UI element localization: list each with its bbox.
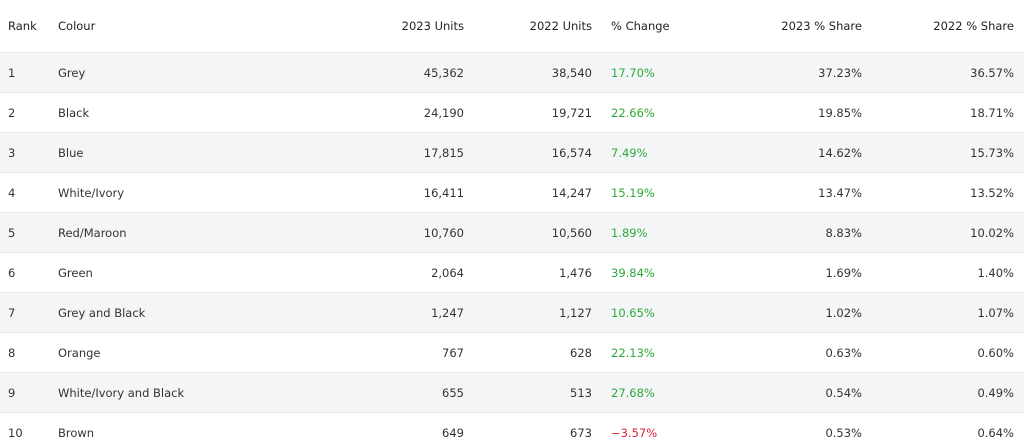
table-cell: Blue xyxy=(58,132,288,173)
table-cell: 10,760 xyxy=(288,212,464,253)
table-cell: 45,362 xyxy=(288,52,464,93)
table-cell: 767 xyxy=(288,332,464,373)
column-header: % Change xyxy=(611,19,670,33)
table-cell: 0.49% xyxy=(862,372,1024,413)
table-cell: 10 xyxy=(0,412,58,442)
table-row: 10 Brown 649 673 −3.57% 0.53% 0.64% xyxy=(0,412,1024,442)
column-header: 2022 % Share xyxy=(933,19,1014,33)
table-cell: 3 xyxy=(0,132,58,173)
table-row: 8 Orange 767 628 22.13% 0.63% 0.60% xyxy=(0,332,1024,373)
table-cell: Grey and Black xyxy=(58,292,288,333)
table-cell: 1.07% xyxy=(862,292,1024,333)
column-header: 2022 Units xyxy=(529,19,592,33)
table-cell: 22.13% xyxy=(592,332,702,373)
table-cell: 38,540 xyxy=(464,52,592,93)
table-cell: 1.89% xyxy=(592,212,702,253)
table-cell: 673 xyxy=(464,412,592,442)
column-header: Colour xyxy=(58,19,96,33)
table-cell: Brown xyxy=(58,412,288,442)
table-cell: 17.70% xyxy=(592,52,702,93)
table-cell: 8.83% xyxy=(702,212,862,253)
table-cell: Red/Maroon xyxy=(58,212,288,253)
table-cell: 10.65% xyxy=(592,292,702,333)
table-cell: 7.49% xyxy=(592,132,702,173)
table-cell: 10,560 xyxy=(464,212,592,253)
table-cell: 15.19% xyxy=(592,172,702,213)
table-cell: 2 xyxy=(0,92,58,133)
table-cell: 5 xyxy=(0,212,58,253)
table-cell: 6 xyxy=(0,252,58,293)
table-cell: 24,190 xyxy=(288,92,464,133)
table-cell: 14.62% xyxy=(702,132,862,173)
table-cell: White/Ivory and Black xyxy=(58,372,288,413)
table-cell: 13.52% xyxy=(862,172,1024,213)
table-cell: White/Ivory xyxy=(58,172,288,213)
table-row: 6 Green 2,064 1,476 39.84% 1.69% 1.40% xyxy=(0,252,1024,293)
table-cell: 0.54% xyxy=(702,372,862,413)
table-cell: 19,721 xyxy=(464,92,592,133)
table-cell: 37.23% xyxy=(702,52,862,93)
table-cell: 1 xyxy=(0,52,58,93)
table-cell: 9 xyxy=(0,372,58,413)
table-cell: −3.57% xyxy=(592,412,702,442)
table-row: 5 Red/Maroon 10,760 10,560 1.89% 8.83% 10.02% xyxy=(0,212,1024,253)
table-cell: 1,247 xyxy=(288,292,464,333)
table-cell: Orange xyxy=(58,332,288,373)
table-row: 9 White/Ivory and Black 655 513 27.68% 0.54% 0… xyxy=(0,372,1024,413)
table-cell: 14,247 xyxy=(464,172,592,213)
table-cell: 7 xyxy=(0,292,58,333)
column-header: Rank xyxy=(8,19,37,33)
table-cell: 2,064 xyxy=(288,252,464,293)
table-cell: 513 xyxy=(464,372,592,413)
table-cell: 17,815 xyxy=(288,132,464,173)
table-cell: 4 xyxy=(0,172,58,213)
table-cell: 655 xyxy=(288,372,464,413)
column-header: 2023 Units xyxy=(401,19,464,33)
table-cell: Green xyxy=(58,252,288,293)
table-cell: 16,574 xyxy=(464,132,592,173)
table-row: 7 Grey and Black 1,247 1,127 10.65% 1.02% 1.07… xyxy=(0,292,1024,333)
table-cell: 8 xyxy=(0,332,58,373)
table-cell: 15.73% xyxy=(862,132,1024,173)
column-header: 2023 % Share xyxy=(781,19,862,33)
table-cell: 16,411 xyxy=(288,172,464,213)
table-cell: 1,476 xyxy=(464,252,592,293)
table-cell: 0.63% xyxy=(702,332,862,373)
table-cell: 27.68% xyxy=(592,372,702,413)
table-cell: 1.69% xyxy=(702,252,862,293)
table-cell: Grey xyxy=(58,52,288,93)
table-cell: Black xyxy=(58,92,288,133)
table-row: 2 Black 24,190 19,721 22.66% 19.85% 18.71% xyxy=(0,92,1024,133)
table-cell: 19.85% xyxy=(702,92,862,133)
table-cell: 649 xyxy=(288,412,464,442)
table-cell: 1.40% xyxy=(862,252,1024,293)
table-row: 4 White/Ivory 16,411 14,247 15.19% 13.47% 13.5… xyxy=(0,172,1024,213)
table-cell: 36.57% xyxy=(862,52,1024,93)
table-row: 3 Blue 17,815 16,574 7.49% 14.62% 15.73% xyxy=(0,132,1024,173)
table-cell: 1.02% xyxy=(702,292,862,333)
table-row: 1 Grey 45,362 38,540 17.70% 37.23% 36.57% xyxy=(0,52,1024,93)
table-cell: 0.64% xyxy=(862,412,1024,442)
table-cell: 10.02% xyxy=(862,212,1024,253)
table-cell: 628 xyxy=(464,332,592,373)
table-cell: 18.71% xyxy=(862,92,1024,133)
table-cell: 1,127 xyxy=(464,292,592,333)
table-cell: 0.60% xyxy=(862,332,1024,373)
table-cell: 39.84% xyxy=(592,252,702,293)
table-cell: 22.66% xyxy=(592,92,702,133)
table-cell: 13.47% xyxy=(702,172,862,213)
table-cell: 0.53% xyxy=(702,412,862,442)
header-row: Rank Colour 2023 Units 2022 Units % Change 20… xyxy=(0,0,1024,53)
